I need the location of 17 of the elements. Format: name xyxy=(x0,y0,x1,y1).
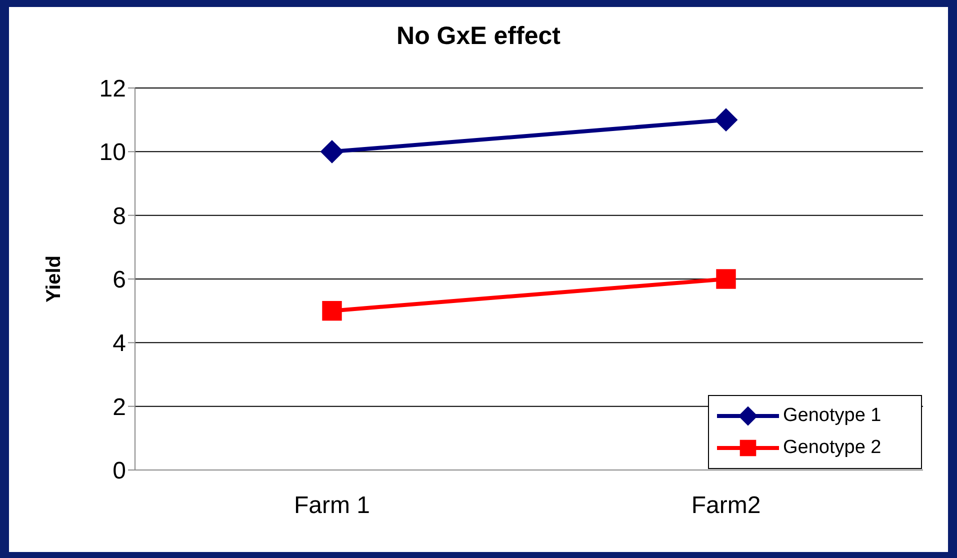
y-tick-label: 0 xyxy=(112,458,126,485)
y-tick-label: 6 xyxy=(112,266,126,294)
point xyxy=(716,269,736,289)
chart-title: No GxE effect xyxy=(396,22,562,51)
x-tick-label: Farm 1 xyxy=(294,492,370,520)
y-axis-title: Yield xyxy=(43,255,66,303)
legend-label: Genotype 2 xyxy=(783,437,882,459)
point xyxy=(714,108,738,132)
y-tick-label: 10 xyxy=(99,139,126,166)
point xyxy=(320,140,344,164)
y-tick-label: 4 xyxy=(112,330,126,358)
y-tick-label: 2 xyxy=(112,394,126,421)
y-tick-label: 12 xyxy=(99,76,126,103)
point xyxy=(322,300,342,321)
x-tick-label: Farm2 xyxy=(691,492,761,520)
y-tick-label: 8 xyxy=(112,202,126,230)
legend-label: Genotype 1 xyxy=(783,405,882,427)
